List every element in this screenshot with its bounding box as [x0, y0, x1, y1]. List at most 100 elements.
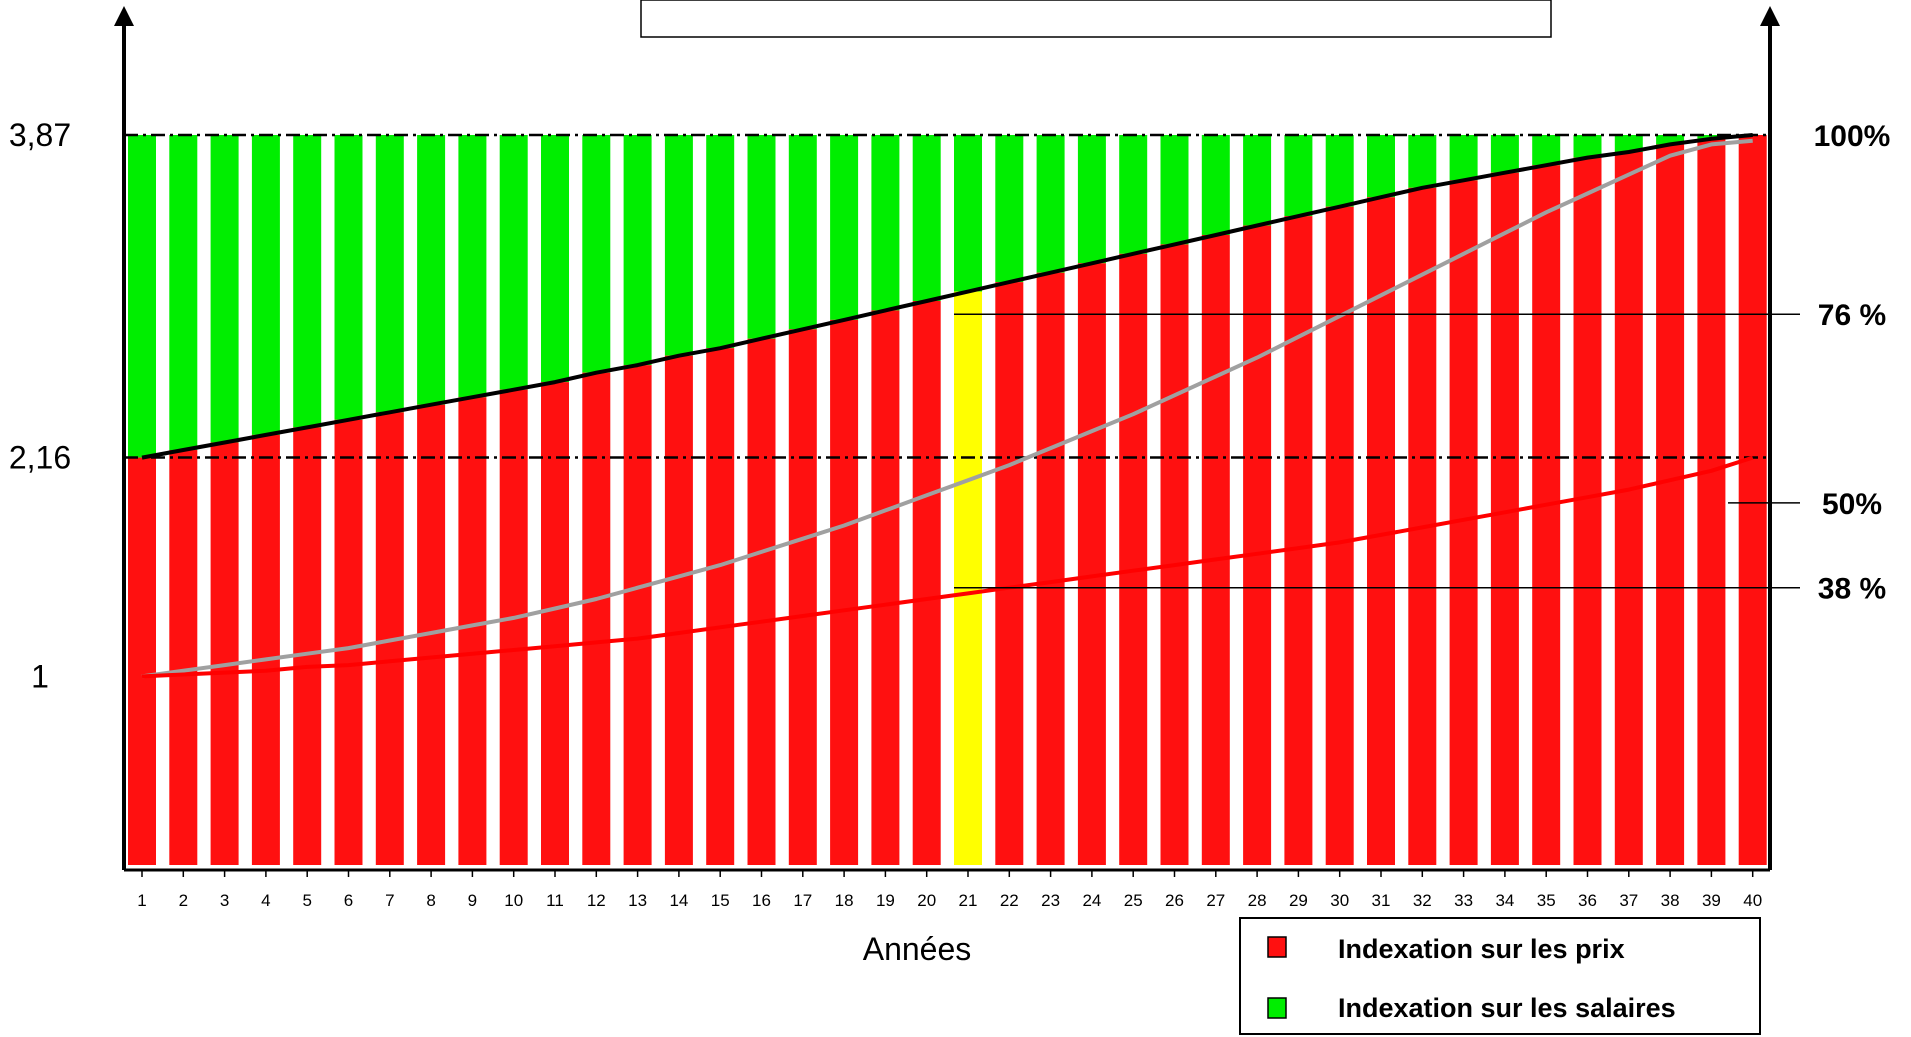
- x-tick-label-20: 20: [917, 891, 936, 910]
- x-tick-label-33: 33: [1454, 891, 1473, 910]
- bar-salaires-1: [128, 135, 156, 458]
- x-tick-label-17: 17: [793, 891, 812, 910]
- x-tick-label-4: 4: [261, 891, 270, 910]
- bar-prix-2: [169, 450, 198, 865]
- right-label-0: 100%: [1814, 120, 1891, 153]
- x-tick-label-27: 27: [1206, 891, 1225, 910]
- bar-salaires-3: [210, 135, 239, 443]
- bar-salaires-33: [1449, 135, 1478, 181]
- x-tick-label-8: 8: [426, 891, 435, 910]
- x-tick-label-32: 32: [1413, 891, 1432, 910]
- x-tick-label-11: 11: [546, 891, 564, 910]
- bar-prix-39: [1697, 138, 1726, 866]
- bar-prix-23: [1036, 272, 1065, 865]
- bar-salaires-6: [334, 135, 363, 420]
- bar-salaires-24: [1077, 135, 1106, 264]
- bar-salaires-28: [1243, 135, 1272, 226]
- bar-prix-13: [623, 365, 652, 865]
- title-box: [640, 0, 1552, 38]
- x-tick-label-3: 3: [220, 891, 229, 910]
- lines-group: [141, 133, 1754, 679]
- x-tick-label-35: 35: [1537, 891, 1556, 910]
- bar-prix-18: [830, 319, 859, 865]
- bar-prix-1: [128, 457, 156, 865]
- bar-salaires-20: [912, 135, 941, 301]
- bar-salaires-8: [417, 135, 446, 405]
- bar-salaires-32: [1408, 135, 1437, 188]
- bar-prix-9: [458, 397, 487, 865]
- bar-prix-3: [210, 442, 239, 865]
- bar-salaires-7: [375, 135, 404, 413]
- bar-prix-20: [912, 300, 941, 865]
- bar-salaires-10: [499, 135, 528, 390]
- bar-prix-34: [1490, 172, 1519, 866]
- bar-salaires-19: [871, 135, 900, 311]
- x-tick-label-26: 26: [1165, 891, 1184, 910]
- bar-salaires-9: [458, 135, 487, 398]
- bar-salaires-12: [582, 135, 611, 373]
- bar-salaires-2: [169, 135, 198, 451]
- bar-prix-40: [1738, 135, 1767, 865]
- bar-salaires-5: [293, 135, 322, 428]
- bar-salaires-25: [1119, 135, 1148, 254]
- x-tick-label-39: 39: [1702, 891, 1721, 910]
- legend-label-salaires: Indexation sur les salaires: [1338, 993, 1676, 1023]
- bar-salaires-29: [1284, 135, 1313, 217]
- bar-salaires-4: [251, 135, 280, 435]
- line-series-2: [141, 133, 1753, 460]
- line-series-4: [141, 455, 1754, 679]
- x-tick-label-9: 9: [468, 891, 477, 910]
- x-tick-labels: 1 2 3 4 5 6 7 8 9 10 11 12 13 14 15 16 17 18 19 20 21 22 23 24 2…: [137, 870, 1762, 910]
- x-tick-label-37: 37: [1619, 891, 1638, 910]
- bar-prix-24: [1077, 263, 1106, 865]
- bar-salaires-35: [1532, 135, 1561, 166]
- right-label-1: 76 %: [1818, 299, 1886, 332]
- bar-salaires-14: [664, 135, 693, 356]
- x-tick-label-29: 29: [1289, 891, 1308, 910]
- bar-salaires-16: [747, 135, 776, 339]
- legend: Indexation sur les prix Indexation sur l…: [1239, 917, 1761, 1035]
- bars-group: [128, 135, 1767, 866]
- bar-prix-30: [1325, 206, 1354, 866]
- bar-prix-17: [788, 329, 817, 865]
- x-tick-label-6: 6: [344, 891, 353, 910]
- bar-prix-22: [995, 282, 1024, 865]
- x-tick-label-30: 30: [1330, 891, 1349, 910]
- x-tick-label-16: 16: [752, 891, 771, 910]
- x-tick-label-15: 15: [711, 891, 730, 910]
- bar-prix-35: [1532, 165, 1561, 865]
- bar-salaires-13: [623, 135, 652, 366]
- bar-salaires-27: [1201, 135, 1230, 235]
- legend-label-prix: Indexation sur les prix: [1338, 934, 1625, 964]
- bar-prix-26: [1160, 244, 1189, 865]
- x-tick-label-18: 18: [835, 891, 854, 910]
- bar-salaires-36: [1573, 135, 1602, 158]
- bar-prix-29: [1284, 216, 1313, 866]
- bar-salaires-34: [1490, 135, 1519, 173]
- x-tick-label-7: 7: [385, 891, 394, 910]
- x-tick-label-13: 13: [628, 891, 647, 910]
- x-tick-label-25: 25: [1124, 891, 1143, 910]
- x-tick-label-23: 23: [1041, 891, 1060, 910]
- x-tick-label-31: 31: [1372, 891, 1391, 910]
- legend-swatch-salaires: [1267, 997, 1287, 1019]
- x-tick-label-1: 1: [137, 891, 146, 910]
- bar-salaires-30: [1325, 135, 1354, 207]
- bar-salaires-11: [541, 135, 569, 383]
- bar-prix-15: [706, 348, 735, 865]
- bar-prix-25: [1119, 253, 1148, 865]
- bar-prix-37: [1614, 151, 1643, 865]
- x-tick-label-34: 34: [1495, 891, 1514, 910]
- x-tick-label-22: 22: [1000, 891, 1019, 910]
- bar-prix-6: [334, 419, 363, 865]
- bar-prix-4: [251, 434, 280, 865]
- bar-salaires-17: [788, 135, 817, 330]
- bar-salaires-18: [830, 135, 859, 320]
- bar-prix-19: [871, 310, 900, 865]
- bar-salaires-37: [1614, 135, 1643, 152]
- label-pointer-lines: [954, 313, 1800, 589]
- x-tick-label-19: 19: [876, 891, 895, 910]
- x-tick-label-36: 36: [1578, 891, 1597, 910]
- bar-prix-10: [499, 389, 528, 865]
